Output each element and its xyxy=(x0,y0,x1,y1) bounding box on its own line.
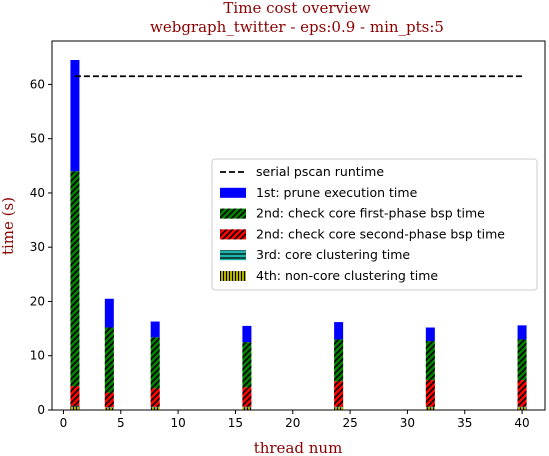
bar-2nd-check-core-second-phase-bsp-time-x16-hatch xyxy=(242,387,252,407)
bar-2nd-check-core-first-phase-bsp-time-x40-hatch xyxy=(517,339,527,381)
legend-swatch-1st-prune-execution-time xyxy=(220,187,246,198)
bar-2nd-check-core-second-phase-bsp-time-x1-hatch xyxy=(70,386,80,406)
x-tick-label: 20 xyxy=(285,416,300,430)
legend-label-1st-prune-execution-time: 1st: prune execution time xyxy=(256,185,418,200)
legend-swatch-hatch-3rd-core-clustering-time xyxy=(220,250,246,261)
x-tick-label: 10 xyxy=(170,416,185,430)
bar-2nd-check-core-first-phase-bsp-time-x32-hatch xyxy=(425,341,435,381)
bar-2nd-check-core-second-phase-bsp-time-x4-hatch xyxy=(104,392,114,408)
bar-1st-prune-execution-time-x1 xyxy=(70,59,80,172)
bar-1st-prune-execution-time-x4 xyxy=(104,298,114,328)
x-tick-label: 25 xyxy=(342,416,357,430)
y-tick-label: 40 xyxy=(30,186,45,200)
bar-2nd-check-core-second-phase-bsp-time-x32-hatch xyxy=(425,380,435,407)
x-tick-label: 30 xyxy=(400,416,415,430)
bar-3rd-core-clustering-time-x1-hatch xyxy=(70,405,80,407)
bar-4th-non-core-clustering-time-x24-hatch xyxy=(334,407,344,410)
bar-2nd-check-core-first-phase-bsp-time-x1-hatch xyxy=(70,171,80,387)
bar-3rd-core-clustering-time-x24-hatch xyxy=(334,406,344,408)
y-tick-label: 30 xyxy=(30,240,45,254)
bar-4th-non-core-clustering-time-x16-hatch xyxy=(242,407,252,410)
plot-area: 0 5 10 15 20 25 30 35 40 0 10 20 30 40 50 60 xyxy=(30,59,530,430)
y-axis-label: time (s) xyxy=(0,197,17,255)
x-tick-label: 40 xyxy=(514,416,529,430)
bar-2nd-check-core-first-phase-bsp-time-x4-hatch xyxy=(104,327,114,393)
legend-box xyxy=(211,158,538,291)
legend-label-4th-non-core-clustering-time: 4th: non-core clustering time xyxy=(256,268,438,283)
bar-3rd-core-clustering-time-x40-hatch xyxy=(517,406,527,408)
bar-2nd-check-core-first-phase-bsp-time-x24-hatch xyxy=(334,339,344,382)
bar-4th-non-core-clustering-time-x32-hatch xyxy=(425,407,435,410)
bar-3rd-core-clustering-time-x32-hatch xyxy=(425,406,435,408)
y-tick-label: 10 xyxy=(30,349,45,363)
bar-2nd-check-core-first-phase-bsp-time-x16-hatch xyxy=(242,342,252,388)
legend-swatch-hatch-4th-non-core-clustering-time xyxy=(220,271,246,281)
bar-2nd-check-core-second-phase-bsp-time-x8-hatch xyxy=(150,388,160,407)
legend-label-2nd-check-core-second-phase-bsp-time: 2nd: check core second-phase bsp time xyxy=(256,226,505,241)
bar-1st-prune-execution-time-x16 xyxy=(242,325,252,343)
x-tick-label: 5 xyxy=(117,416,125,430)
bar-4th-non-core-clustering-time-x40-hatch xyxy=(517,407,527,410)
bar-2nd-check-core-second-phase-bsp-time-x24-hatch xyxy=(334,381,344,407)
x-tick-label: 0 xyxy=(60,416,68,430)
bar-1st-prune-execution-time-x24 xyxy=(334,322,344,340)
bar-3rd-core-clustering-time-x16-hatch xyxy=(242,406,252,408)
legend-label-2nd-check-core-first-phase-bsp-time: 2nd: check core first-phase bsp time xyxy=(256,206,485,221)
x-tick-label: 15 xyxy=(228,416,243,430)
bar-3rd-core-clustering-time-x8-hatch xyxy=(150,406,160,408)
y-tick-label: 0 xyxy=(37,403,45,417)
x-tick-label: 35 xyxy=(457,416,472,430)
chart-title: Time cost overview xyxy=(223,0,370,17)
bar-2nd-check-core-second-phase-bsp-time-x40-hatch xyxy=(517,380,527,407)
legend-label-3rd-core-clustering-time: 3rd: core clustering time xyxy=(256,247,410,262)
bar-4th-non-core-clustering-time-x4-hatch xyxy=(104,407,114,410)
legend-swatch-hatch-2nd-check-core-second-phase-bsp-time xyxy=(220,229,246,240)
plot-frame xyxy=(51,40,546,411)
legend-swatch-hatch-2nd-check-core-first-phase-bsp-time xyxy=(220,208,246,219)
bar-4th-non-core-clustering-time-x8-hatch xyxy=(150,407,160,410)
bar-4th-non-core-clustering-time-x1-hatch xyxy=(70,406,80,410)
bar-3rd-core-clustering-time-x4-hatch xyxy=(104,407,114,408)
bar-1st-prune-execution-time-x32 xyxy=(425,327,435,342)
legend: serial pscan runtime 1st: prune execution… xyxy=(211,158,538,291)
legend-label-serial-pscan-runtime: serial pscan runtime xyxy=(256,164,384,179)
x-axis-label: thread num xyxy=(254,439,343,456)
bar-1st-prune-execution-time-x8 xyxy=(150,321,160,338)
bar-1st-prune-execution-time-x40 xyxy=(517,325,527,340)
y-tick-label: 60 xyxy=(30,77,45,91)
chart-subtitle: webgraph_twitter - eps:0.9 - min_pts:5 xyxy=(150,18,444,36)
y-tick-label: 20 xyxy=(30,294,45,308)
y-tick-label: 50 xyxy=(30,132,45,146)
bar-2nd-check-core-first-phase-bsp-time-x8-hatch xyxy=(150,337,160,389)
